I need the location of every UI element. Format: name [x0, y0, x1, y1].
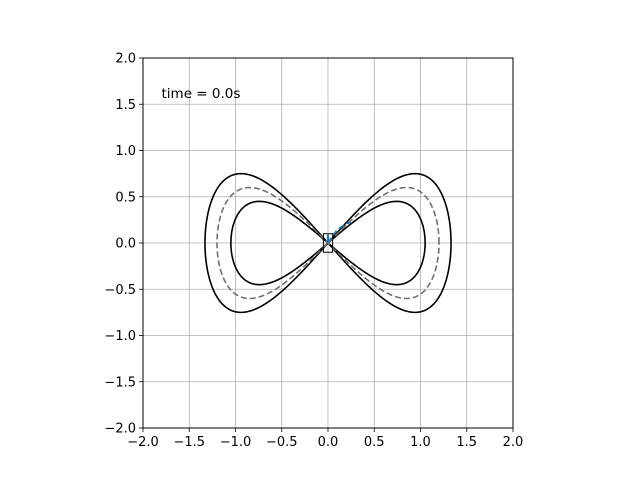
series-line-1 [230, 200, 426, 286]
y-tick-label: 1.5 [115, 98, 136, 113]
series-line-3 [327, 221, 352, 244]
y-tick-label: −0.5 [104, 283, 136, 298]
x-tick-label: −1.0 [220, 435, 252, 450]
curves [204, 172, 452, 314]
vehicle-layer [322, 233, 334, 253]
x-tick-label: 2.0 [503, 435, 524, 450]
x-tick-label: 0.0 [318, 435, 339, 450]
x-tick-label: −2.0 [127, 435, 159, 450]
time-annotation: time = 0.0s [162, 86, 241, 102]
x-tick-label: 1.5 [456, 435, 477, 450]
ticks: −2.0 −1.5 −1.0 −0.5 0.0 0.5 1.0 1.5 2.0−2.0−1.5−… [104, 52, 523, 451]
series-line-0 [204, 172, 452, 314]
x-tick-label: 1.0 [410, 435, 431, 450]
x-tick-label: −1.5 [173, 435, 205, 450]
y-tick-label: 1.0 [115, 144, 136, 159]
y-tick-label: −1.0 [104, 329, 136, 344]
y-tick-label: −1.5 [104, 375, 136, 390]
vehicle-body [322, 233, 334, 253]
y-tick-label: 0.5 [115, 190, 136, 205]
series-line-2 [216, 186, 440, 300]
x-tick-label: −0.5 [266, 435, 298, 450]
y-tick-label: 2.0 [115, 52, 136, 67]
y-tick-label: 0.0 [115, 237, 136, 252]
y-tick-label: −2.0 [104, 422, 136, 437]
x-tick-label: 0.5 [364, 435, 385, 450]
